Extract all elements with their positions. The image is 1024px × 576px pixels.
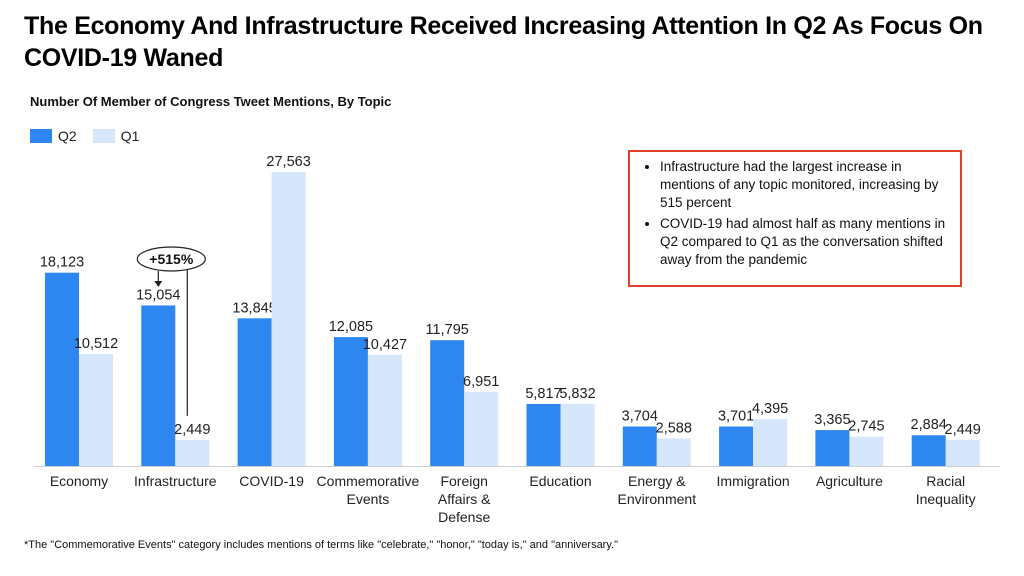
- legend-item-q1: Q1: [92, 128, 140, 144]
- data-label-immigration-q1: 4,395: [752, 401, 788, 417]
- data-label-infrastructure-q1: 2,449: [174, 422, 210, 438]
- bar-infrastructure-q2: [141, 305, 176, 466]
- bar-immigration-q1: [753, 419, 788, 466]
- bar-commemorative-events-q2: [333, 337, 368, 466]
- legend-swatch-q1: [92, 129, 115, 143]
- bar-racial-inequality-q1: [945, 439, 980, 466]
- tick-label-economy: Economy: [50, 473, 108, 489]
- tick-label-covid-19: COVID-19: [239, 473, 304, 489]
- bar-education-q1: [560, 403, 595, 466]
- data-label-economy-q1: 10,512: [74, 336, 118, 352]
- data-label-economy-q2: 18,123: [40, 255, 84, 271]
- footnote: *The "Commemorative Events" category inc…: [24, 539, 618, 551]
- data-label-energy-environment-q1: 2,588: [656, 420, 692, 436]
- callout-box: Infrastructure had the largest increase …: [628, 150, 962, 287]
- data-label-agriculture-q2: 3,365: [814, 412, 850, 428]
- bar-immigration-q2: [719, 426, 754, 466]
- legend-label-q1: Q1: [120, 128, 140, 144]
- data-label-foreign-affairs-defense-q1: 6,951: [463, 374, 499, 390]
- data-label-covid-19-q2: 13,845: [232, 300, 276, 316]
- annotation-arrow-head: [154, 281, 163, 287]
- tick-label-education: Education: [529, 473, 591, 489]
- bar-covid-19-q1: [271, 172, 306, 466]
- bar-covid-19-q2: [237, 318, 272, 466]
- callout-bullet-covid: COVID-19 had almost half as many mention…: [660, 215, 950, 269]
- tick-label-foreign-affairs-defense: Foreign Affairs & Defense: [438, 473, 491, 525]
- legend-swatch-q2: [30, 129, 52, 143]
- bar-commemorative-events-q1: [367, 354, 402, 466]
- data-label-commemorative-events-q1: 10,427: [363, 337, 407, 353]
- data-label-commemorative-events-q2: 12,085: [329, 319, 373, 335]
- chart-subtitle: Number Of Member of Congress Tweet Menti…: [30, 94, 392, 109]
- bar-foreign-affairs-defense-q1: [464, 391, 499, 466]
- tick-label-energy-environment: Energy & Environment: [618, 473, 697, 507]
- annotation-text: +515%: [149, 251, 194, 267]
- bar-agriculture-q1: [849, 436, 884, 466]
- bar-energy-environment-q1: [656, 438, 691, 466]
- data-label-foreign-affairs-defense-q2: 11,795: [426, 322, 469, 338]
- tick-label-infrastructure: Infrastructure: [134, 473, 217, 489]
- bar-racial-inequality-q2: [911, 435, 946, 466]
- data-label-education-q1: 5,832: [559, 386, 595, 402]
- data-label-immigration-q2: 3,701: [718, 409, 754, 425]
- bar-economy-q1: [79, 353, 113, 466]
- chart-title: The Economy And Infrastructure Received …: [24, 12, 983, 72]
- data-label-covid-19-q1: 27,563: [266, 154, 310, 170]
- tick-label-racial-inequality: Racial Inequality: [916, 473, 976, 507]
- data-label-energy-environment-q2: 3,704: [622, 408, 658, 424]
- bar-foreign-affairs-defense-q2: [430, 340, 465, 466]
- bar-education-q2: [526, 403, 561, 466]
- data-label-education-q2: 5,817: [525, 386, 561, 402]
- legend-item-q2: Q2: [30, 128, 77, 144]
- data-label-racial-inequality-q2: 2,884: [911, 417, 947, 433]
- tick-label-agriculture: Agriculture: [816, 473, 883, 489]
- chart-legend: Q2 Q1: [30, 128, 155, 144]
- tick-label-commemorative-events: Commemorative Events: [317, 473, 420, 507]
- callout-bullet-infrastructure: Infrastructure had the largest increase …: [660, 158, 950, 212]
- data-label-infrastructure-q2: 15,054: [136, 287, 180, 303]
- bar-infrastructure-q1: [175, 439, 210, 466]
- data-label-agriculture-q1: 2,745: [848, 419, 884, 435]
- bar-energy-environment-q2: [622, 426, 657, 466]
- annotation-ellipse: [136, 246, 206, 272]
- legend-label-q2: Q2: [58, 128, 77, 144]
- bar-agriculture-q2: [815, 430, 850, 466]
- tick-label-immigration: Immigration: [717, 473, 790, 489]
- bar-economy-q2: [45, 272, 79, 466]
- data-label-racial-inequality-q1: 2,449: [945, 422, 981, 438]
